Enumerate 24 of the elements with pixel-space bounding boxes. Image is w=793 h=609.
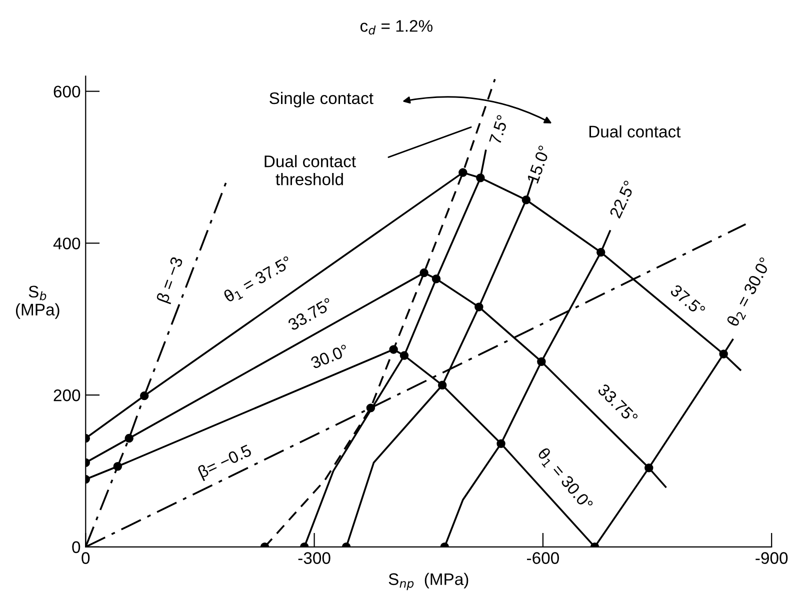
y-axis-title: S$_{b}$ (MPa)	[16, 286, 60, 319]
chart-title: c$_{d}$ = 1.2%	[360, 20, 432, 35]
y-tick-label: 600	[54, 86, 80, 98]
y-tick-label: 400	[53, 238, 80, 250]
annotation: 22.5°	[609, 180, 636, 219]
annotation: Dual contact	[589, 125, 681, 138]
annotation: Single contact	[270, 92, 374, 108]
annotation: 15.0°	[526, 145, 550, 184]
annotation: 30.0°	[310, 344, 350, 370]
annotation: Dual contact threshold	[264, 155, 356, 186]
annotation: θ$_{1}$ = 37.5°	[222, 256, 290, 303]
y-tick-label: 0	[72, 541, 80, 554]
annotation: β = −3	[156, 256, 186, 304]
annotation: 37.5°	[670, 284, 706, 317]
x-tick-label: 0	[82, 552, 90, 564]
y-tick-label: 200	[54, 389, 80, 402]
annotation: θ$_{1}$ = 30.0°	[535, 446, 594, 513]
x-tick-label: -900	[756, 552, 788, 564]
annotation: β= −0.5	[197, 444, 254, 482]
x-tick-label: -300	[298, 552, 330, 564]
annotation: θ$_{2}$ = 30.0°	[726, 256, 774, 328]
annotation: 7.5°	[488, 114, 509, 145]
x-tick-label: -600	[527, 552, 559, 564]
x-axis-title: S$_{np}$ (MPa)	[388, 572, 468, 590]
